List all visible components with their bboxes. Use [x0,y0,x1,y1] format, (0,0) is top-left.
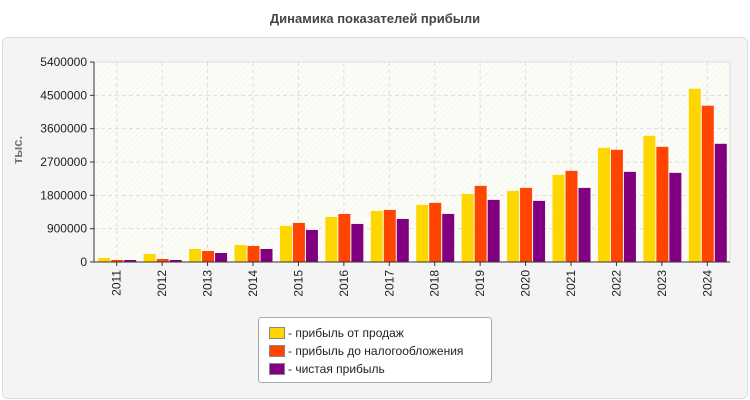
x-tick-label: 2014 [246,270,260,297]
legend-item-pretax: - прибыль до налогообложения [269,342,491,360]
bar [169,260,182,262]
bar [234,244,247,262]
bar [656,146,669,262]
bar [623,171,636,262]
y-tick-label: 4500000 [40,88,87,102]
bar [565,170,578,262]
bar [305,229,318,262]
bar [533,200,546,262]
x-tick-label: 2013 [201,270,215,297]
x-tick-label: 2011 [110,270,124,296]
x-tick-label: 2018 [428,270,442,297]
y-tick-label: 0 [80,255,87,269]
bar [688,88,701,262]
bar [292,222,305,262]
bar [552,174,565,262]
x-tick-label: 2017 [382,270,396,297]
bar [416,204,429,262]
bar [597,147,610,262]
bar [189,248,202,262]
bar [247,245,260,262]
bar [520,187,533,262]
bar [487,199,500,262]
y-tick-label: 2700000 [40,155,87,169]
chart-title: Динамика показателей прибыли [269,11,481,26]
legend-label: - прибыль от продаж [288,326,404,340]
bar [714,143,727,262]
bar [669,172,682,262]
x-tick-label: 2023 [655,270,669,297]
bar [124,260,137,262]
bar [442,213,455,262]
bar [507,190,520,262]
bar [111,260,124,262]
bar [370,210,383,262]
bar [578,187,591,262]
bar [701,105,714,262]
y-axis-label: тыс. [10,136,25,164]
bar [396,218,409,262]
x-tick-label: 2015 [291,270,305,297]
bar [156,259,169,262]
bar [325,216,338,262]
x-tick-label: 2022 [609,270,623,297]
x-tick-label: 2012 [155,270,169,297]
x-tick-label: 2016 [337,270,351,297]
bar [279,225,292,262]
bar [202,251,215,262]
legend-item-net: - чистая прибыль [269,360,491,378]
y-tick-label: 1800000 [40,188,87,202]
bar [215,253,228,262]
x-tick-label: 2024 [700,270,714,297]
y-tick-label: 3600000 [40,122,87,136]
bar [610,149,623,262]
x-tick-label: 2021 [564,270,578,297]
legend-label: - прибыль до налогообложения [288,344,464,358]
legend-item-sales: - прибыль от продаж [269,324,491,342]
bar [383,209,396,262]
x-tick-label: 2020 [519,270,533,297]
bar [260,248,273,262]
bar [98,258,111,262]
legend-swatch [269,345,285,357]
bar [461,193,474,262]
legend-label: - чистая прибыль [288,362,385,376]
legend-swatch [269,327,285,339]
bar [351,223,364,262]
bar [338,213,351,262]
bar [429,202,442,262]
legend-swatch [269,363,285,375]
legend: - прибыль от продаж - прибыль до налогоо… [258,317,492,383]
x-tick-label: 2019 [473,270,487,297]
y-tick-label: 5400000 [40,55,87,69]
y-tick-label: 900000 [47,222,87,236]
bar [143,254,156,262]
bar [474,185,487,262]
bar [643,135,656,262]
